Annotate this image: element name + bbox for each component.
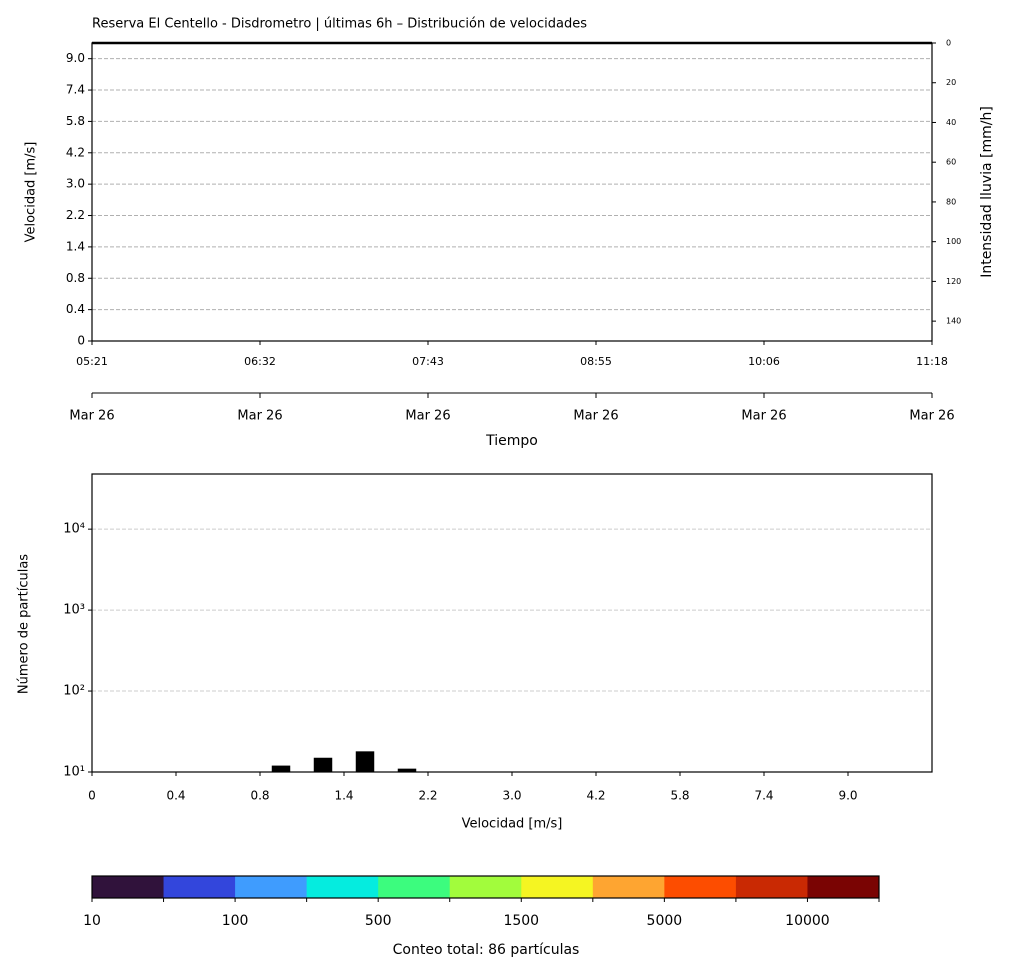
colorbar-tick-label: 500	[365, 913, 392, 929]
x-tick-label: 3.0	[502, 789, 521, 803]
y-tick-label: 7.4	[66, 83, 85, 97]
colorbar-tick-label: 100	[222, 913, 249, 929]
x-tick-label: 9.0	[838, 789, 857, 803]
y2-tick-label: 40	[946, 118, 956, 127]
y-tick-label: 0.4	[66, 302, 85, 316]
x-tick-label: 7.4	[754, 789, 773, 803]
colorbar-segment	[163, 876, 236, 898]
date-tick-label: Mar 26	[909, 409, 954, 424]
x-tick-label: 0	[88, 789, 96, 803]
y2-tick-label: 0	[946, 39, 951, 48]
x-tick-label: 4.2	[586, 789, 605, 803]
y-tick-label: 9.0	[66, 51, 85, 65]
bar	[397, 768, 417, 772]
colorbar-segment	[807, 876, 880, 898]
y2-tick-label: 60	[946, 158, 956, 167]
x-tick-label: 08:55	[580, 355, 612, 368]
bar	[355, 751, 375, 772]
y-tick-label: 10⁴	[63, 522, 85, 537]
x-axis-label: Tiempo	[485, 433, 538, 449]
y-tick-label: 1.4	[66, 239, 85, 253]
colorbar-segment	[378, 876, 451, 898]
y-tick-label: 5.8	[66, 114, 85, 128]
y2-tick-label: 20	[946, 78, 956, 87]
y-tick-label: 3.0	[66, 177, 85, 191]
date-tick-label: Mar 26	[237, 409, 282, 424]
colorbar-tick-label: 10000	[785, 913, 830, 929]
plot-frame	[91, 473, 933, 773]
x-tick-label: 0.4	[166, 789, 185, 803]
colorbar-label: Conteo total: 86 partículas	[393, 942, 580, 958]
y-axis-label: Número de partículas	[17, 554, 32, 694]
x-tick-label: 06:32	[244, 355, 276, 368]
x-tick-label: 10:06	[748, 355, 780, 368]
date-tick-label: Mar 26	[741, 409, 786, 424]
colorbar-tick-label: 5000	[647, 913, 683, 929]
x-axis-label: Velocidad [m/s]	[462, 817, 563, 832]
y-tick-label: 0.8	[66, 271, 85, 285]
x-tick-label: 05:21	[76, 355, 108, 368]
y-axis-label: Velocidad [m/s]	[24, 142, 39, 243]
y2-tick-label: 80	[946, 197, 956, 206]
y2-axis-label: Intensidad lluvia [mm/h]	[979, 106, 995, 278]
y2-tick-label: 120	[946, 277, 961, 286]
x-tick-label: 5.8	[670, 789, 689, 803]
colorbar-segment	[664, 876, 737, 898]
y2-tick-label: 100	[946, 237, 961, 246]
x-tick-label: 07:43	[412, 355, 444, 368]
colorbar-segment	[449, 876, 522, 898]
date-tick-label: Mar 26	[405, 409, 450, 424]
colorbar-segment	[735, 876, 808, 898]
x-tick-label: 1.4	[334, 789, 353, 803]
colorbar-frame	[91, 875, 880, 899]
date-tick-label: Mar 26	[69, 409, 114, 424]
colorbar-segment	[521, 876, 594, 898]
colorbar-tick-label: 1500	[503, 913, 539, 929]
bar	[313, 757, 333, 772]
x-tick-label: 2.2	[418, 789, 437, 803]
y-tick-label: 10²	[63, 684, 85, 699]
date-tick-label: Mar 26	[573, 409, 618, 424]
x-tick-label: 0.8	[250, 789, 269, 803]
colorbar-segment	[235, 876, 308, 898]
y-tick-label: 0	[77, 334, 85, 348]
colorbar-segment	[306, 876, 379, 898]
colorbar-tick-label: 10	[83, 913, 101, 929]
x-tick-label: 11:18	[916, 355, 948, 368]
y-tick-label: 2.2	[66, 208, 85, 222]
colorbar-segment	[592, 876, 665, 898]
y-tick-label: 4.2	[66, 145, 85, 159]
y-tick-label: 10¹	[63, 765, 85, 780]
colorbar-segment	[92, 876, 165, 898]
y2-tick-label: 140	[946, 317, 961, 326]
chart-title: Reserva El Centello - Disdrometro | últi…	[92, 17, 587, 32]
y-tick-label: 10³	[63, 603, 85, 618]
bar	[271, 765, 291, 772]
